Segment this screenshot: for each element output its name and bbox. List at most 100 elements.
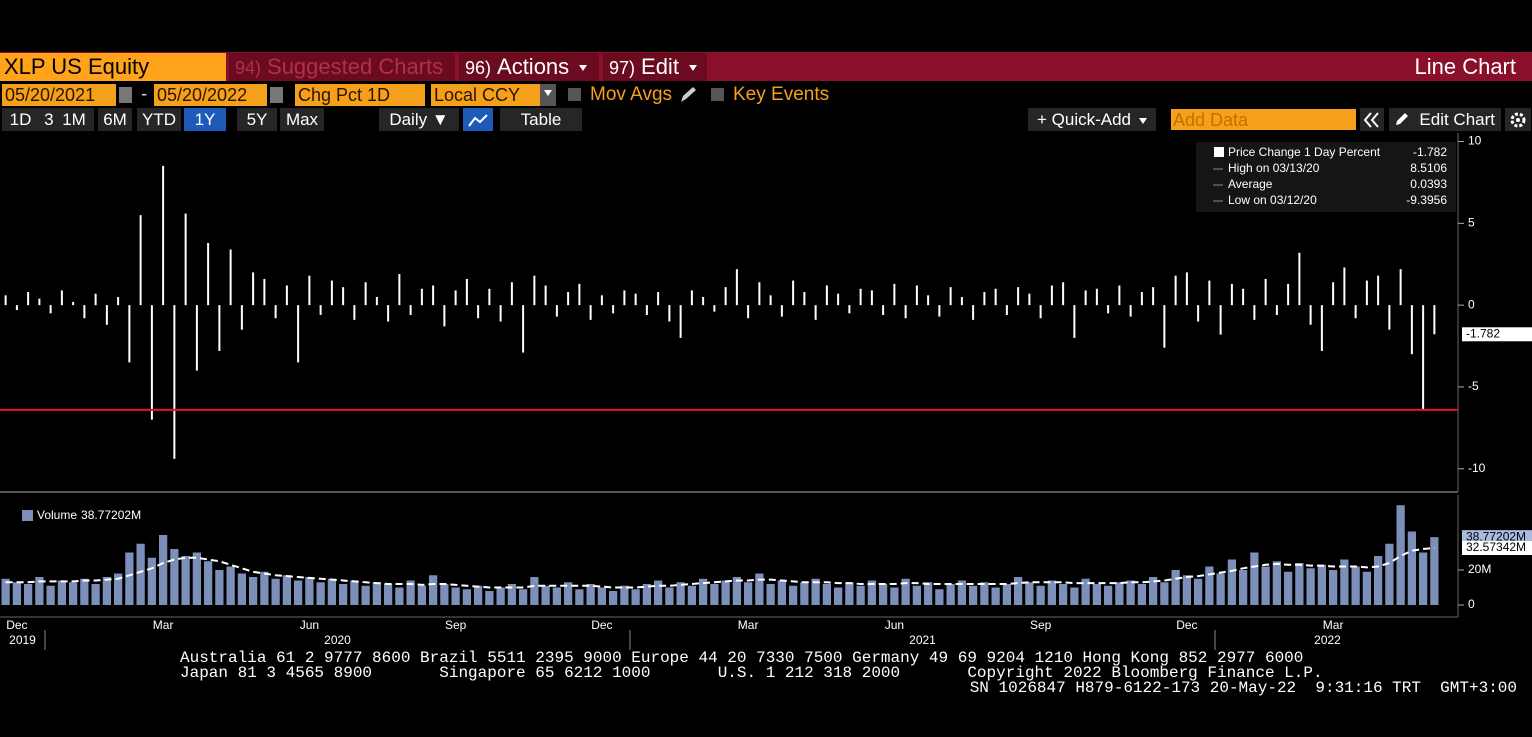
currency-dropdown[interactable] <box>540 84 556 106</box>
pencil-icon[interactable] <box>678 86 698 104</box>
period-button[interactable]: Max <box>280 108 324 131</box>
menu-label: Actions <box>497 54 570 79</box>
change-bar <box>432 285 435 306</box>
chart-icon-button[interactable] <box>463 108 493 131</box>
mov-avgs[interactable]: Mov Avgs <box>590 84 673 105</box>
volume-bar <box>181 556 190 606</box>
menu-actions[interactable]: 96) Actions <box>459 53 599 81</box>
period-button[interactable]: 5Y <box>237 108 277 131</box>
year-label: 2020 <box>324 633 351 647</box>
volume-bar <box>676 582 685 606</box>
volume-bar <box>755 573 764 606</box>
gear-teeth <box>1510 112 1526 128</box>
x-tick-label: Dec <box>591 618 612 632</box>
volume-bar <box>192 552 201 606</box>
volume-bar <box>1329 570 1338 606</box>
edit-chart[interactable]: Edit Chart <box>1389 108 1501 131</box>
last-value-tag <box>1462 540 1532 555</box>
legend-box <box>1196 142 1456 212</box>
ticker[interactable]: XLP US Equity <box>0 53 226 81</box>
volume-bar <box>395 587 404 606</box>
volume-bar <box>102 577 111 606</box>
change-bar <box>1377 275 1380 306</box>
footer-line: Australia 61 2 9777 8600 Brazil 5511 239… <box>180 649 1304 667</box>
volume-bar <box>541 585 550 606</box>
quick-add[interactable]: + Quick-Add <box>1028 108 1156 131</box>
volume-bar <box>1194 578 1203 606</box>
change-bar <box>747 305 750 319</box>
change-bar <box>1320 305 1323 351</box>
change-bar <box>690 290 693 306</box>
legend-stat-label: High on 03/13/20 <box>1228 161 1320 175</box>
add-data-input[interactable]: Add Data <box>1171 109 1356 130</box>
change-bar <box>735 269 738 306</box>
table-button[interactable]: Table <box>500 108 582 131</box>
change-bar <box>342 287 345 306</box>
change-bar <box>1230 283 1233 306</box>
change-bar <box>274 305 277 319</box>
period-button[interactable]: 1D <box>2 108 39 131</box>
volume-bar <box>1036 585 1045 606</box>
gear-icon <box>1510 112 1526 128</box>
volume-bar <box>361 585 370 606</box>
change-bar <box>218 305 221 351</box>
calendar-icon[interactable] <box>119 87 132 103</box>
volume-bar <box>721 580 730 606</box>
legend-stat-value: 8.5106 <box>1410 161 1447 175</box>
volume-bar <box>35 577 44 606</box>
dropdown-arrow <box>544 89 552 96</box>
settings-button[interactable] <box>1505 108 1531 131</box>
change-bar <box>555 305 558 317</box>
change-bar <box>1140 292 1143 306</box>
pencil-icon <box>1396 113 1408 125</box>
end-date[interactable]: 05/20/2022 <box>154 84 267 106</box>
frequency[interactable]: Daily ▼ <box>379 108 459 131</box>
gear-hub <box>1516 118 1520 122</box>
change-bar <box>285 285 288 306</box>
change-bar <box>1118 285 1121 306</box>
collapse-button[interactable] <box>1360 108 1384 131</box>
change-bar <box>623 290 626 306</box>
checkbox[interactable] <box>568 88 581 101</box>
change-bar <box>1129 305 1132 317</box>
change-bar <box>859 288 862 306</box>
volume-bar <box>57 580 66 606</box>
period-button[interactable]: 6M <box>98 108 132 131</box>
field-select[interactable]: Chg Pct 1D <box>295 84 425 106</box>
volume-bar <box>406 580 415 606</box>
change-bar <box>38 298 41 306</box>
checkbox[interactable] <box>711 88 724 101</box>
change-bar <box>960 296 963 306</box>
volume-bar <box>845 582 854 606</box>
volume-bar <box>665 587 674 606</box>
volume-bar <box>1351 566 1360 606</box>
change-bar <box>1388 305 1391 330</box>
key-events[interactable]: Key Events <box>733 84 830 105</box>
legend-name: Price Change 1 Day Percent <box>1228 145 1381 159</box>
x-tick-label: Sep <box>445 618 467 632</box>
y-tick-label: 5 <box>1468 216 1475 230</box>
change-bar <box>724 287 727 306</box>
legend-swatch <box>22 510 33 521</box>
volume-bar <box>1430 537 1439 606</box>
change-bar <box>657 292 660 306</box>
x-tick-label: Jun <box>300 618 319 632</box>
volume-bar <box>901 578 910 606</box>
period-button[interactable]: 1M <box>54 108 94 131</box>
period-button[interactable]: 1Y <box>184 108 226 131</box>
volume-bar <box>316 582 325 606</box>
volume-bar <box>12 582 21 606</box>
period-button[interactable]: YTD <box>137 108 181 131</box>
start-date[interactable]: 05/20/2021 <box>2 84 116 106</box>
change-bar <box>477 305 480 319</box>
volume-bar <box>732 577 741 606</box>
change-bar <box>319 305 322 315</box>
volume-bar <box>519 589 528 606</box>
change-bar <box>702 296 705 306</box>
menu-edit[interactable]: 97) Edit <box>603 53 707 81</box>
currency-select[interactable]: Local CCY <box>431 84 541 106</box>
calendar-icon[interactable] <box>270 87 283 103</box>
menu-suggested[interactable]: 94) Suggested Charts <box>229 53 455 81</box>
volume-bar <box>609 591 618 606</box>
volume-bar <box>1126 580 1135 606</box>
